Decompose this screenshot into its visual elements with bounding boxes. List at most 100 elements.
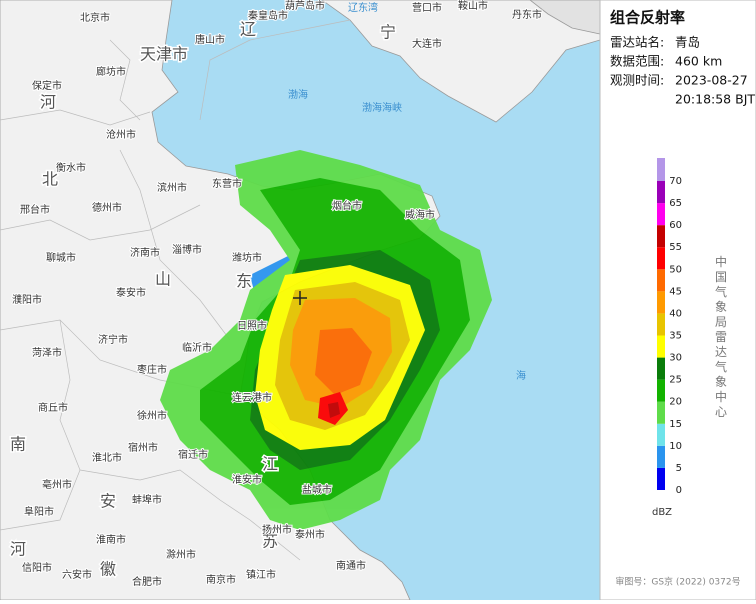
colorbar-swatch <box>657 181 665 204</box>
echo-severe-2 <box>328 402 340 418</box>
field-value: 2023-08-27 <box>675 73 748 88</box>
colorbar-tick-label: 20 <box>669 397 682 408</box>
map-label: 北京市 <box>80 11 110 24</box>
colorbar-tick-label: 30 <box>669 353 682 364</box>
map-label: 商丘市 <box>38 401 68 414</box>
map-label: 天津市 <box>140 45 188 64</box>
map-label: 镇江市 <box>246 568 276 581</box>
map-label: 秦皇岛市 <box>248 9 288 22</box>
map-label: 苏 <box>262 532 278 551</box>
colorbar-tick-label: 0 <box>676 485 682 496</box>
colorbar-swatch <box>657 313 665 336</box>
map-label: 济南市 <box>130 246 160 259</box>
map-label: 保定市 <box>32 79 62 92</box>
footer: 审图号：GS京 (2022) 0372号 <box>615 576 740 588</box>
field-value: 20:18:58 BJT <box>675 92 755 107</box>
map-label: 南京市 <box>206 573 236 586</box>
map-label: 连云港市 <box>232 391 272 404</box>
map-label: 宿州市 <box>128 441 158 454</box>
colorbar-tick-label: 15 <box>669 419 682 430</box>
colorbar-unit: dBZ <box>652 507 672 518</box>
colorbar-swatch <box>657 357 665 380</box>
colorbar-tick-label: 25 <box>669 375 682 386</box>
map-label: 枣庄市 <box>137 363 167 376</box>
map-label: 河 <box>10 540 26 559</box>
map-label: 阜阳市 <box>24 505 54 518</box>
boundary <box>109 39 141 121</box>
colorbar-swatch <box>657 467 665 490</box>
map-label: 盐城市 <box>302 483 332 496</box>
map-label: 鞍山市 <box>458 0 488 12</box>
colorbar-swatch <box>657 379 665 402</box>
colorbar-swatch <box>657 401 665 424</box>
boundary <box>79 469 301 561</box>
colorbar-swatch <box>657 225 665 248</box>
map-label: 海 <box>516 369 526 382</box>
map-label: 葫芦岛市 <box>285 0 325 12</box>
map-label: 滨州市 <box>157 181 187 194</box>
map-label: 菏泽市 <box>32 346 62 359</box>
radar-echo <box>160 150 492 530</box>
panel-title: 组合反射率 <box>610 9 685 27</box>
colorbar-tick-label: 70 <box>669 176 682 187</box>
echo-intense-2 <box>315 328 372 395</box>
map-label: 大连市 <box>412 37 442 50</box>
field-label: 观测时间: <box>610 73 664 88</box>
colorbar-tick-label: 60 <box>669 220 682 231</box>
map-label: 安 <box>100 492 116 511</box>
map-label: 渤海海峡 <box>362 101 402 114</box>
map-label: 淮南市 <box>96 533 126 546</box>
field-label: 雷达站名: <box>610 35 664 50</box>
colorbar: 0 5 10 15 20 25 30 35 40 45 50 55 60 65 70 <box>657 158 682 496</box>
map-label: 淄博市 <box>172 243 202 256</box>
map-label: 沧州市 <box>106 128 136 141</box>
colorbar-tick-label: 65 <box>669 198 682 209</box>
map-label: 亳州市 <box>42 478 72 491</box>
map-label: 丹东市 <box>512 8 542 21</box>
map-label: 德州市 <box>92 201 122 214</box>
map-label: 南通市 <box>336 559 366 572</box>
map-label: 扬州市 <box>262 523 292 536</box>
map-label: 泰安市 <box>116 286 146 299</box>
map-label: 北 <box>42 170 58 189</box>
colorbar-tick-label: 55 <box>669 242 682 253</box>
map-label: 徽 <box>100 560 116 579</box>
map-label: 济宁市 <box>98 333 128 346</box>
map-label: 河 <box>40 93 56 112</box>
map-label: 邢台市 <box>20 203 50 216</box>
field-label: 数据范围: <box>610 54 664 69</box>
map-label: 日照市 <box>237 319 267 332</box>
map-label: 临沂市 <box>182 341 212 354</box>
map-label: 宿迁市 <box>178 448 208 461</box>
map-label: 东营市 <box>212 177 242 190</box>
map-label: 山 <box>155 270 171 289</box>
map-label: 信阳市 <box>22 561 52 574</box>
map-label: 江 <box>262 455 278 474</box>
info-panel <box>599 0 756 601</box>
colorbar-swatch <box>657 445 665 468</box>
radar-site <box>293 291 307 305</box>
map-label: 六安市 <box>62 568 92 581</box>
organization: 中国气象局雷达气象中心 <box>714 254 728 420</box>
colorbar-swatch <box>657 247 665 270</box>
map-label: 蚌埠市 <box>132 493 162 506</box>
colorbar-tick-label: 50 <box>669 264 682 275</box>
colorbar-tick-label: 40 <box>669 308 682 319</box>
map-label: 南 <box>10 435 26 454</box>
map-label: 潍坊市 <box>232 251 262 264</box>
map-label: 泰州市 <box>295 528 325 541</box>
map-label: 宁 <box>380 23 396 42</box>
field-value: 460 km <box>675 54 722 69</box>
map-label: 濮阳市 <box>12 293 42 306</box>
colorbar-swatch <box>657 203 665 226</box>
map-label: 唐山市 <box>195 33 225 46</box>
boundary <box>199 19 351 121</box>
map-label: 徐州市 <box>137 409 167 422</box>
boundary <box>0 319 81 531</box>
map-label: 廊坊市 <box>96 65 126 78</box>
land <box>529 0 601 35</box>
map-label: 淮北市 <box>92 451 122 464</box>
